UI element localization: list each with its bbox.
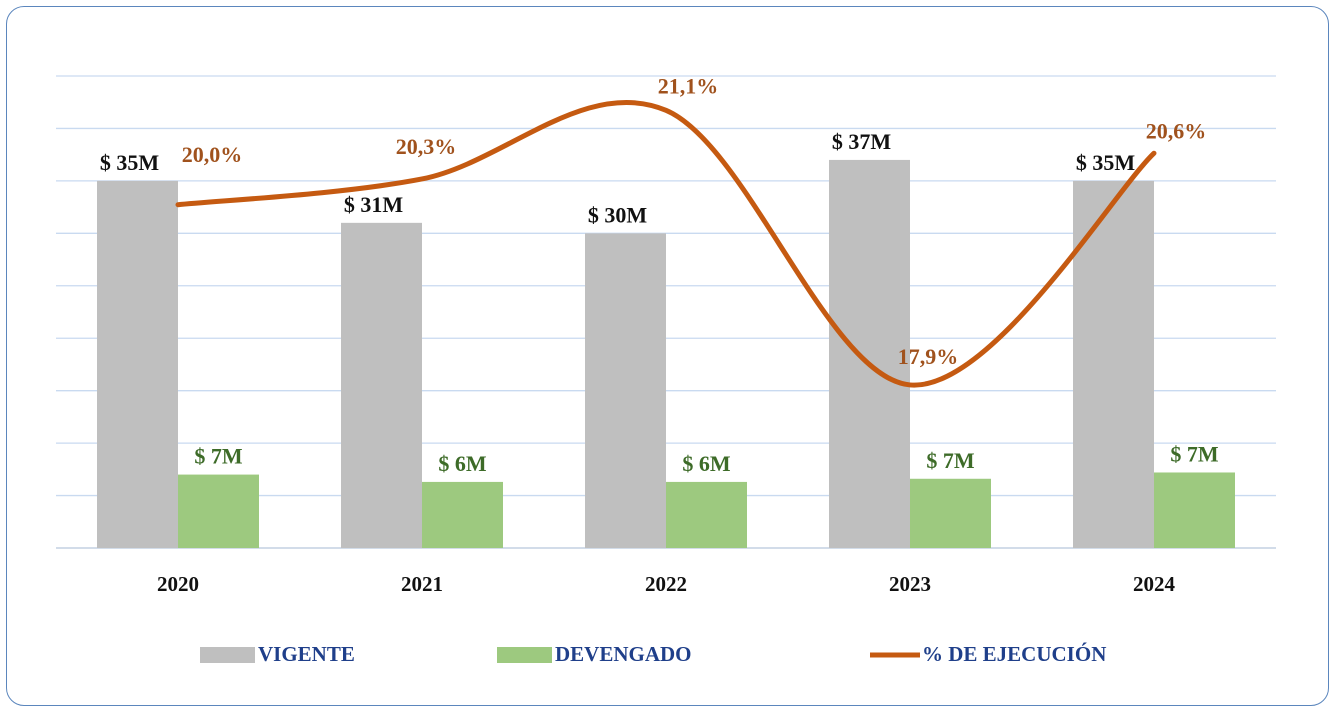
bar [666, 481, 747, 548]
legend-label: % DE EJECUCIÓN [922, 642, 1106, 666]
bar [97, 180, 178, 548]
data-label: 20,0% [182, 142, 243, 167]
data-label: $ 6M [438, 451, 487, 476]
x-tick-label: 2021 [401, 572, 443, 596]
data-label: 21,1% [658, 73, 719, 98]
data-label: 17,9% [898, 344, 959, 369]
bar [1073, 180, 1154, 548]
data-label: 20,3% [396, 134, 457, 159]
data-label: $ 35M [100, 150, 160, 175]
x-tick-label: 2024 [1133, 572, 1176, 596]
data-label: $ 7M [926, 448, 975, 473]
data-label: $ 7M [1170, 442, 1219, 467]
data-label: $ 6M [682, 451, 731, 476]
legend-label: VIGENTE [258, 642, 355, 666]
data-label: $ 7M [194, 444, 243, 469]
legend-swatch [497, 647, 552, 663]
bar [341, 222, 422, 548]
x-tick-label: 2023 [889, 572, 931, 596]
legend-label: DEVENGADO [555, 642, 692, 666]
bar [178, 474, 259, 548]
data-label: $ 30M [588, 202, 648, 227]
line [175, 99, 1157, 388]
data-label: 20,6% [1146, 118, 1207, 143]
x-tick-label: 2022 [645, 572, 687, 596]
bar [1154, 472, 1235, 548]
data-label: $ 37M [832, 129, 892, 154]
bar [422, 481, 503, 548]
data-label: $ 31M [344, 192, 404, 217]
legend-swatch [200, 647, 255, 663]
bar [910, 478, 991, 548]
data-label: $ 35M [1076, 150, 1136, 175]
chart: 2020 2021 2022 2023 2024 $ 35M $ 31M $ 30M $ 37M… [56, 73, 1276, 666]
x-tick-label: 2020 [157, 572, 199, 596]
bar [829, 159, 910, 548]
bar [585, 233, 666, 549]
